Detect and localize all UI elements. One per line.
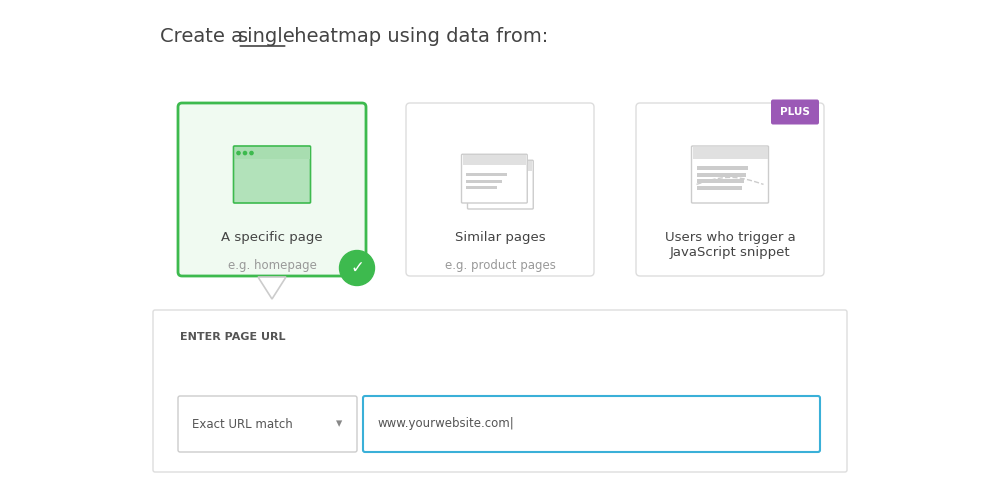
FancyBboxPatch shape [239,182,280,185]
FancyBboxPatch shape [472,185,508,189]
FancyBboxPatch shape [692,147,768,159]
FancyBboxPatch shape [696,186,742,190]
FancyBboxPatch shape [363,396,820,452]
Text: heatmap using data from:: heatmap using data from: [288,28,548,47]
Text: Exact URL match: Exact URL match [192,418,293,430]
FancyBboxPatch shape [153,310,847,472]
FancyBboxPatch shape [466,186,497,189]
FancyBboxPatch shape [636,103,824,276]
Circle shape [243,152,247,154]
FancyBboxPatch shape [696,166,748,170]
FancyBboxPatch shape [273,175,304,180]
FancyBboxPatch shape [178,103,366,276]
FancyBboxPatch shape [692,146,768,203]
Text: ▾: ▾ [336,418,342,430]
Polygon shape [258,277,286,299]
FancyBboxPatch shape [696,173,746,177]
Text: Create a: Create a [160,28,249,47]
Text: Similar pages: Similar pages [455,232,545,245]
Text: Users who trigger a
JavaScript snippet: Users who trigger a JavaScript snippet [665,232,795,259]
Text: e.g. product pages: e.g. product pages [445,259,555,273]
FancyBboxPatch shape [468,160,533,209]
FancyBboxPatch shape [178,396,357,452]
FancyBboxPatch shape [472,179,513,183]
Text: www.yourwebsite.com|: www.yourwebsite.com| [377,418,514,430]
FancyBboxPatch shape [472,192,503,195]
FancyBboxPatch shape [462,154,527,203]
FancyBboxPatch shape [466,173,507,176]
Text: PLUS: PLUS [780,107,810,117]
FancyBboxPatch shape [239,166,306,172]
Text: ✓: ✓ [350,259,364,277]
Circle shape [237,152,240,154]
Text: e.g. homepage: e.g. homepage [228,259,316,273]
FancyBboxPatch shape [406,103,594,276]
Circle shape [340,250,374,285]
Text: A specific page: A specific page [221,232,323,245]
Circle shape [250,152,253,154]
FancyBboxPatch shape [235,147,310,159]
FancyBboxPatch shape [468,161,532,171]
Text: single: single [238,28,295,47]
FancyBboxPatch shape [771,99,819,124]
FancyBboxPatch shape [696,180,744,184]
FancyBboxPatch shape [466,180,502,183]
FancyBboxPatch shape [234,146,311,203]
Text: ENTER PAGE URL: ENTER PAGE URL [180,332,286,342]
FancyBboxPatch shape [239,175,269,180]
FancyBboxPatch shape [462,155,526,165]
